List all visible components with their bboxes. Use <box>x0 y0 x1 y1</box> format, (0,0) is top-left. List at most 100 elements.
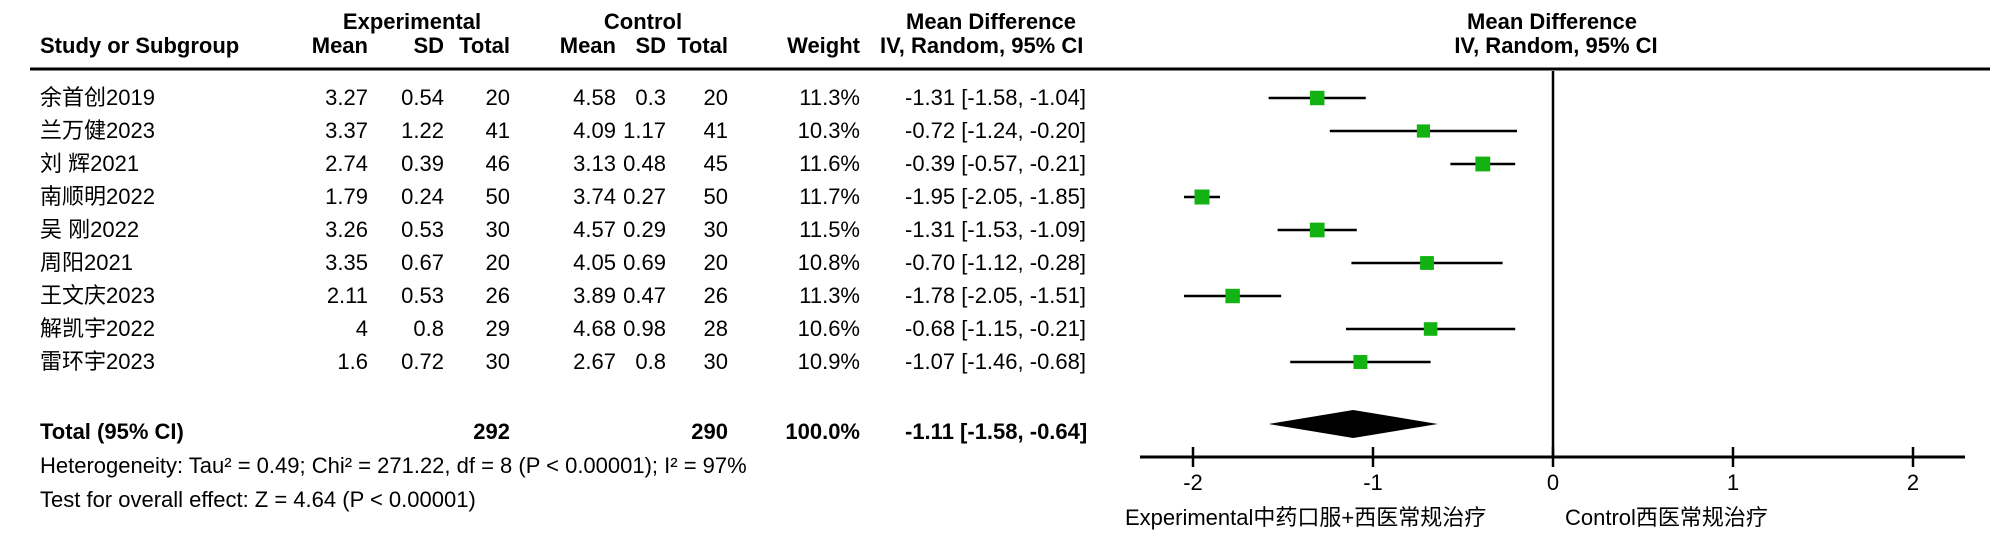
row-2-ctrl_sd: 0.48 <box>623 151 666 176</box>
row-8-weight: 10.9% <box>797 349 860 374</box>
row-1-ctrl_mean: 4.09 <box>573 118 616 143</box>
row-1-ctrl_sd: 1.17 <box>623 118 666 143</box>
row-6-weight: 11.3% <box>799 283 860 308</box>
mean-difference-plot-header: Mean Difference <box>1467 9 1637 34</box>
row-0-exp_total: 20 <box>485 85 510 110</box>
row-1-ci: -0.72 [-1.24, -0.20] <box>905 118 1086 143</box>
row-8-exp_mean: 1.6 <box>337 349 368 374</box>
axis-tick-label: 1 <box>1726 470 1740 495</box>
row-3-exp_total: 50 <box>485 184 510 209</box>
row-4-exp_total: 30 <box>485 217 510 242</box>
row-4-study: 吴 刚2022 <box>40 217 140 242</box>
row-0-ctrl_mean: 4.58 <box>573 85 616 110</box>
mean-difference-table-header: Mean Difference <box>906 9 1076 34</box>
ctrl-sd-column-header: SD <box>635 33 666 58</box>
row-6-exp_sd: 0.53 <box>401 283 444 308</box>
effect-square <box>1225 288 1240 304</box>
row-7-weight: 10.6% <box>797 316 860 341</box>
row-2-ctrl_total: 45 <box>703 151 728 176</box>
exp-mean-column-header: Mean <box>311 33 368 58</box>
ctrl-mean-column-header: Mean <box>559 33 616 58</box>
row-5-ctrl_total: 20 <box>703 250 728 275</box>
row-2-ctrl_mean: 3.13 <box>573 151 616 176</box>
row-5-study: 周阳2021 <box>40 250 133 275</box>
effect-square <box>1416 124 1430 138</box>
row-8-exp_total: 30 <box>485 349 510 374</box>
total-row-ci: -1.11 [-1.58, -0.64] <box>905 419 1088 444</box>
row-5-ctrl_sd: 0.69 <box>623 250 666 275</box>
row-1-ctrl_total: 41 <box>703 118 728 143</box>
row-0-exp_mean: 3.27 <box>325 85 368 110</box>
row-2-weight: 11.6% <box>799 151 860 176</box>
heterogeneity-footnote: Heterogeneity: Tau² = 0.49; Chi² = 271.2… <box>40 453 747 478</box>
axis-footer-label-control: Control西医常规治疗 <box>1565 505 1768 530</box>
row-0-ctrl_sd: 0.3 <box>635 85 666 110</box>
experimental-group-header: Experimental <box>342 9 482 34</box>
row-6-exp_total: 26 <box>485 283 510 308</box>
row-2-study: 刘 辉2021 <box>40 151 140 176</box>
row-1-exp_sd: 1.22 <box>401 118 444 143</box>
row-5-exp_total: 20 <box>485 250 510 275</box>
ci-method-table-header: IV, Random, 95% CI <box>880 33 1084 58</box>
total-row-exp_total: 292 <box>473 419 510 444</box>
row-1-study: 兰万健2023 <box>40 118 155 143</box>
total-diamond <box>1268 410 1438 438</box>
row-0-exp_sd: 0.54 <box>401 85 444 110</box>
row-7-ci: -0.68 [-1.15, -0.21] <box>905 316 1086 341</box>
row-6-ctrl_sd: 0.47 <box>623 283 666 308</box>
row-5-exp_sd: 0.67 <box>401 250 444 275</box>
row-8-study: 雷环宇2023 <box>40 349 155 374</box>
row-7-ctrl_mean: 4.68 <box>573 316 616 341</box>
row-7-study: 解凯宇2022 <box>40 316 155 341</box>
row-7-exp_sd: 0.8 <box>413 316 444 341</box>
total-row-ctrl_total: 290 <box>691 419 728 444</box>
row-5-weight: 10.8% <box>797 250 860 275</box>
row-1-weight: 10.3% <box>797 118 860 143</box>
row-1-exp_mean: 3.37 <box>325 118 368 143</box>
row-6-ci: -1.78 [-2.05, -1.51] <box>905 283 1086 308</box>
row-6-exp_mean: 2.11 <box>326 283 368 308</box>
row-4-ci: -1.31 [-1.53, -1.09] <box>905 217 1086 242</box>
row-4-weight: 11.5% <box>799 217 860 242</box>
row-7-ctrl_total: 28 <box>703 316 728 341</box>
row-8-ctrl_sd: 0.8 <box>635 349 666 374</box>
row-3-study: 南顺明2022 <box>40 184 155 209</box>
study-column-header: Study or Subgroup <box>40 33 240 58</box>
effect-square <box>1353 355 1368 369</box>
row-3-exp_sd: 0.24 <box>401 184 444 209</box>
row-3-ctrl_sd: 0.27 <box>623 184 666 209</box>
axis-tick-label: -1 <box>1363 470 1383 495</box>
row-7-exp_total: 29 <box>485 316 510 341</box>
control-group-header: Control <box>603 9 683 34</box>
row-2-exp_mean: 2.74 <box>325 151 368 176</box>
weight-column-header: Weight <box>787 33 860 58</box>
row-7-exp_mean: 4 <box>355 316 368 341</box>
row-6-study: 王文庆2023 <box>40 283 155 308</box>
axis-tick-label: 2 <box>1906 470 1920 495</box>
effect-square <box>1194 189 1210 205</box>
row-6-ctrl_total: 26 <box>703 283 728 308</box>
row-5-ci: -0.70 [-1.12, -0.28] <box>905 250 1086 275</box>
row-0-ci: -1.31 [-1.58, -1.04] <box>905 85 1086 110</box>
overall-effect-footnote: Test for overall effect: Z = 4.64 (P < 0… <box>40 487 476 512</box>
effect-square <box>1309 222 1325 238</box>
row-4-exp_mean: 3.26 <box>325 217 368 242</box>
row-0-weight: 11.3% <box>799 85 860 110</box>
row-8-ctrl_mean: 2.67 <box>573 349 616 374</box>
total-row-label: Total (95% CI) <box>40 419 184 444</box>
row-2-exp_total: 46 <box>485 151 510 176</box>
axis-tick-label: 0 <box>1546 470 1560 495</box>
row-4-exp_sd: 0.53 <box>401 217 444 242</box>
row-4-ctrl_mean: 4.57 <box>573 217 616 242</box>
row-4-ctrl_total: 30 <box>703 217 728 242</box>
row-2-ci: -0.39 [-0.57, -0.21] <box>905 151 1086 176</box>
axis-tick-label: -2 <box>1183 470 1203 495</box>
effect-square <box>1309 90 1325 106</box>
effect-square <box>1420 256 1434 270</box>
exp-sd-column-header: SD <box>413 33 444 58</box>
row-5-exp_mean: 3.35 <box>325 250 368 275</box>
row-7-ctrl_sd: 0.98 <box>623 316 666 341</box>
row-3-ctrl_total: 50 <box>703 184 728 209</box>
